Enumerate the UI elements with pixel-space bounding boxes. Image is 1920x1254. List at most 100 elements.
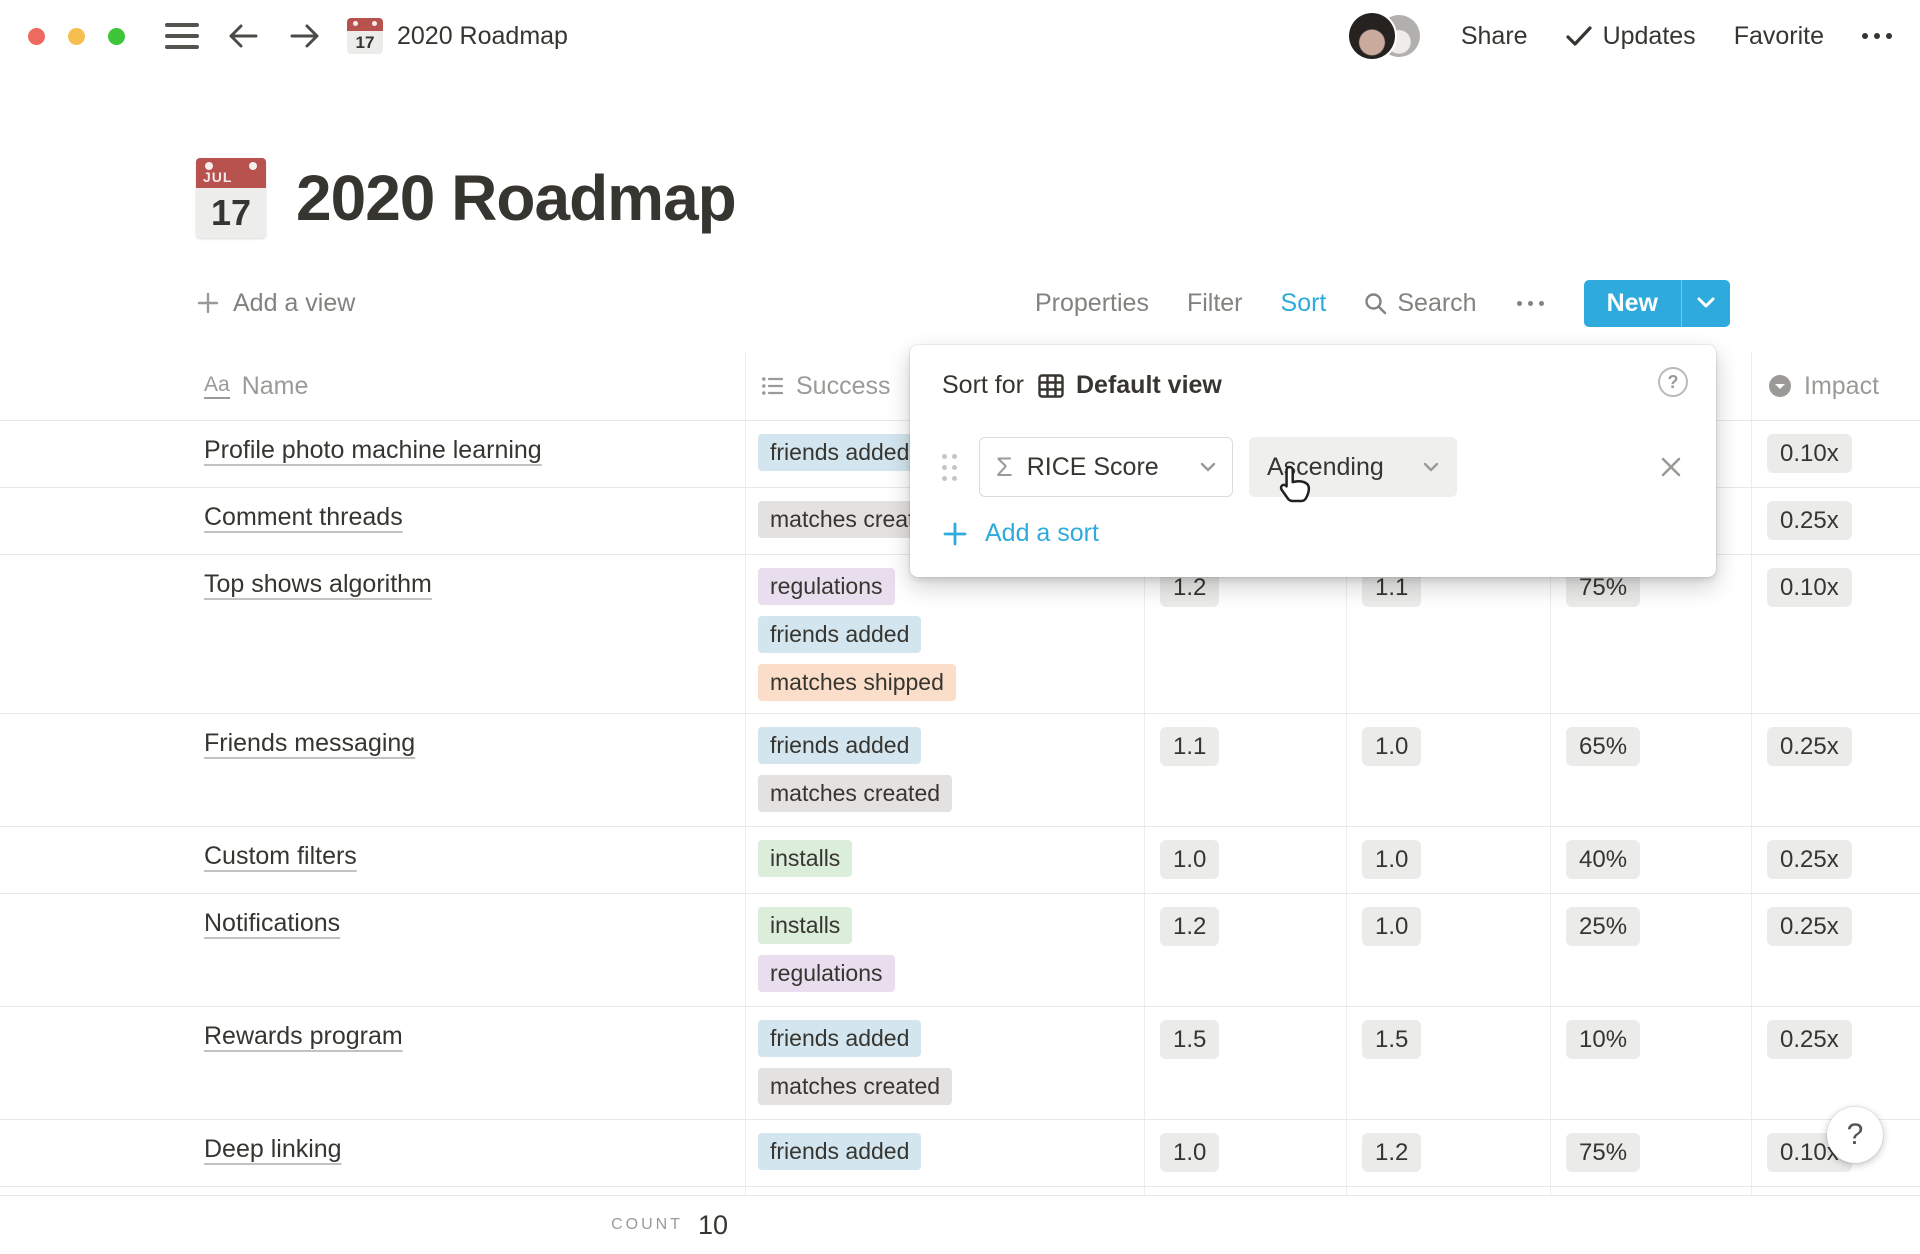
column-divider[interactable] bbox=[1144, 352, 1145, 1195]
row-page-link[interactable]: Custom filters bbox=[204, 842, 357, 870]
page-calendar-icon[interactable]: JUL 17 bbox=[196, 158, 266, 238]
row-value-cell[interactable]: 25% bbox=[1566, 907, 1641, 946]
collaborator-avatars[interactable] bbox=[1348, 12, 1423, 60]
row-value-cell[interactable]: 75% bbox=[1566, 1133, 1641, 1172]
row-value-cell[interactable]: 65% bbox=[1566, 727, 1641, 766]
table-row[interactable]: Friends messaging friends added matches cr… bbox=[0, 714, 1920, 827]
column-divider[interactable] bbox=[1346, 352, 1347, 1195]
table-row[interactable]: Notifications installs regulations 1.2 1.0 25… bbox=[0, 894, 1920, 1007]
row-value-cell[interactable]: 1.0 bbox=[1362, 727, 1422, 766]
value-chip: 1.0 bbox=[1362, 907, 1422, 946]
column-header-name[interactable]: Aa Name bbox=[204, 371, 309, 400]
row-impact-cell[interactable]: 0.25x bbox=[1767, 727, 1852, 766]
row-value-cell[interactable]: 1.0 bbox=[1362, 840, 1422, 879]
row-impact-cell[interactable]: 0.10x bbox=[1767, 568, 1852, 607]
search-button[interactable]: Search bbox=[1364, 289, 1477, 318]
share-button[interactable]: Share bbox=[1460, 21, 1528, 50]
impact-chip: 0.25x bbox=[1767, 501, 1852, 540]
row-name-cell[interactable]: Profile photo machine learning bbox=[204, 436, 542, 465]
sort-popup: Sort for Default view ? Σ RICE Score Asc… bbox=[910, 345, 1716, 577]
column-header-success[interactable]: Success bbox=[762, 352, 890, 420]
row-impact-cell[interactable]: 0.25x bbox=[1767, 501, 1852, 540]
breadcrumb-title[interactable]: 2020 Roadmap bbox=[397, 21, 568, 50]
row-name-cell[interactable]: Custom filters bbox=[204, 842, 357, 871]
plus-icon bbox=[942, 521, 968, 547]
row-tags-cell[interactable]: friends added bbox=[758, 434, 922, 471]
row-value-cell[interactable]: 1.2 bbox=[1362, 1133, 1422, 1172]
add-sort-button[interactable]: Add a sort bbox=[942, 519, 1099, 548]
add-view-button[interactable]: Add a view bbox=[196, 289, 355, 318]
help-icon[interactable]: ? bbox=[1658, 367, 1688, 397]
favorite-button[interactable]: Favorite bbox=[1733, 21, 1824, 50]
sidebar-menu-icon[interactable] bbox=[165, 23, 199, 49]
row-page-link[interactable]: Rewards program bbox=[204, 1022, 403, 1050]
chevron-down-icon[interactable] bbox=[1682, 297, 1730, 309]
close-window-button[interactable] bbox=[28, 27, 45, 45]
row-page-link[interactable]: Top shows algorithm bbox=[204, 570, 432, 598]
row-value-cell[interactable]: 1.0 bbox=[1160, 840, 1220, 879]
table-row[interactable]: Custom filters installs 1.0 1.0 40% 0.25x bbox=[0, 827, 1920, 894]
value-chip: 1.5 bbox=[1160, 1020, 1220, 1059]
row-impact-cell[interactable]: 0.25x bbox=[1767, 840, 1852, 879]
table-row[interactable]: Deep linking friends added 1.0 1.2 75% 0.10x bbox=[0, 1120, 1920, 1187]
row-value-cell[interactable]: 1.2 bbox=[1160, 907, 1220, 946]
row-impact-cell[interactable]: 0.25x bbox=[1767, 1020, 1852, 1059]
impact-chip: 0.10x bbox=[1767, 568, 1852, 607]
close-icon bbox=[1660, 456, 1682, 478]
filter-button[interactable]: Filter bbox=[1186, 288, 1243, 317]
help-fab-button[interactable]: ? bbox=[1827, 1107, 1883, 1163]
sort-button[interactable]: Sort bbox=[1280, 288, 1327, 317]
row-name-cell[interactable]: Comment threads bbox=[204, 503, 403, 532]
row-tags-cell[interactable]: installs bbox=[758, 840, 853, 877]
sort-property-select[interactable]: Σ RICE Score bbox=[979, 437, 1233, 497]
row-value-cell[interactable]: 1.1 bbox=[1160, 727, 1220, 766]
row-name-cell[interactable]: Top shows algorithm bbox=[204, 570, 432, 599]
row-name-cell[interactable]: Deep linking bbox=[204, 1135, 342, 1164]
value-chip: 1.0 bbox=[1362, 727, 1422, 766]
row-value-cell[interactable]: 1.5 bbox=[1160, 1020, 1220, 1059]
new-button[interactable]: New bbox=[1583, 279, 1730, 327]
value-chip: 1.0 bbox=[1362, 840, 1422, 879]
column-divider[interactable] bbox=[745, 352, 746, 1195]
table-row[interactable]: Top shows algorithm regulations friends ad… bbox=[0, 555, 1920, 714]
row-page-link[interactable]: Profile photo machine learning bbox=[204, 436, 542, 464]
zoom-window-button[interactable] bbox=[108, 27, 125, 45]
row-impact-cell[interactable]: 0.25x bbox=[1767, 907, 1852, 946]
more-menu-icon[interactable] bbox=[1862, 33, 1892, 39]
row-name-cell[interactable]: Friends messaging bbox=[204, 729, 415, 758]
properties-button[interactable]: Properties bbox=[1035, 288, 1149, 317]
row-page-link[interactable]: Notifications bbox=[204, 909, 341, 937]
row-value-cell[interactable]: 1.5 bbox=[1362, 1020, 1422, 1059]
minimize-window-button[interactable] bbox=[68, 27, 85, 45]
count-aggregate[interactable]: COUNT 10 bbox=[611, 1209, 728, 1240]
column-header-impact[interactable]: Impact bbox=[1768, 352, 1879, 420]
row-tags-cell[interactable]: friends added bbox=[758, 1133, 922, 1170]
table-row[interactable]: Rewards program friends added matches crea… bbox=[0, 1007, 1920, 1120]
row-value-cell[interactable]: 40% bbox=[1566, 840, 1641, 879]
chevron-down-icon bbox=[1423, 462, 1439, 473]
drag-handle-icon[interactable] bbox=[942, 453, 957, 481]
column-divider[interactable] bbox=[1550, 352, 1551, 1195]
row-value-cell[interactable]: 1.0 bbox=[1160, 1133, 1220, 1172]
sort-popup-title: Sort for bbox=[942, 371, 1024, 399]
row-tags-cell[interactable]: regulations friends added matches shipped bbox=[758, 568, 956, 701]
row-name-cell[interactable]: Rewards program bbox=[204, 1022, 403, 1051]
row-tags-cell[interactable]: friends added matches created bbox=[758, 1020, 953, 1105]
row-impact-cell[interactable]: 0.10x bbox=[1767, 434, 1852, 473]
row-tags-cell[interactable]: friends added matches created bbox=[758, 727, 953, 812]
column-divider[interactable] bbox=[1751, 352, 1752, 1195]
forward-arrow-icon[interactable] bbox=[287, 18, 323, 54]
row-name-cell[interactable]: Notifications bbox=[204, 909, 340, 938]
row-page-link[interactable]: Comment threads bbox=[204, 503, 403, 531]
row-page-link[interactable]: Deep linking bbox=[204, 1135, 342, 1163]
updates-button[interactable]: Updates bbox=[1565, 22, 1696, 51]
remove-sort-button[interactable] bbox=[1654, 450, 1688, 484]
row-value-cell[interactable]: 10% bbox=[1566, 1020, 1641, 1059]
view-more-menu-icon[interactable] bbox=[1515, 295, 1546, 312]
row-page-link[interactable]: Friends messaging bbox=[204, 729, 416, 757]
row-tags-cell[interactable]: installs regulations bbox=[758, 907, 895, 992]
back-arrow-icon[interactable] bbox=[225, 18, 261, 54]
impact-chip: 0.25x bbox=[1767, 907, 1852, 946]
row-value-cell[interactable]: 1.0 bbox=[1362, 907, 1422, 946]
impact-chip: 0.25x bbox=[1767, 1020, 1852, 1059]
